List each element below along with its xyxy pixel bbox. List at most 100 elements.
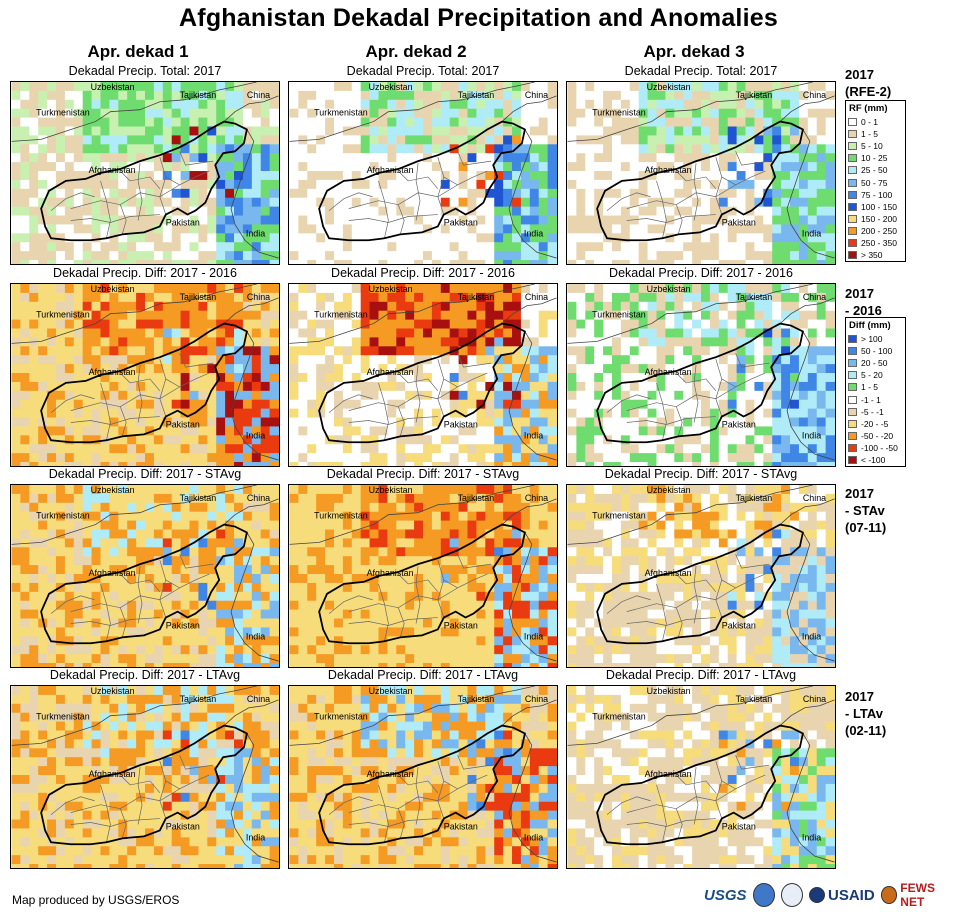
country-label-afghanistan: Afghanistan xyxy=(367,367,414,377)
province-border xyxy=(735,755,770,770)
country-border xyxy=(508,129,557,259)
country-label-china: China xyxy=(525,292,548,302)
province-border xyxy=(348,617,438,626)
province-border xyxy=(119,808,127,839)
legend-swatch xyxy=(848,335,857,344)
legend-swatch xyxy=(848,214,857,223)
province-border xyxy=(137,365,143,423)
legend-swatch xyxy=(848,202,857,211)
province-border xyxy=(437,579,445,618)
province-border xyxy=(70,416,160,425)
legend-label: 5 - 20 xyxy=(861,370,883,381)
province-border xyxy=(626,587,736,612)
country-label-turkmenistan: Turkmenistan xyxy=(592,511,646,521)
row-label-line: 2017 xyxy=(845,486,874,501)
province-border xyxy=(606,595,651,614)
country-label-india: India xyxy=(802,430,821,440)
province-border xyxy=(735,151,770,166)
country-label-uzbekistan: Uzbekistan xyxy=(91,485,135,495)
legend-swatch xyxy=(848,142,857,151)
row-label-line: 2017 xyxy=(845,689,874,704)
precipitation-map: Uzbekistan Tajikistan China Turkmenistan Afg… xyxy=(566,484,836,668)
map-panel: Dekadal Precip. Total: 2017 Uzbekistan Taj… xyxy=(566,64,836,265)
country-border xyxy=(740,284,813,303)
province-border xyxy=(415,566,421,624)
province-border xyxy=(715,359,766,388)
precip-raster xyxy=(289,485,557,667)
panel-title: Dekadal Precip. Diff: 2017 - LTAvg xyxy=(49,668,241,682)
legend-swatch xyxy=(848,371,857,380)
legend-swatch xyxy=(848,130,857,139)
legend-rf-item: 50 - 75 xyxy=(846,176,905,188)
map-panel: Dekadal Precip. Diff: 2017 - 2016 Uzbekis… xyxy=(10,266,280,467)
country-border xyxy=(462,485,535,504)
country-label-pakistan: Pakistan xyxy=(444,620,478,630)
country-border xyxy=(184,284,257,303)
country-label-pakistan: Pakistan xyxy=(444,217,478,227)
province-border xyxy=(159,761,210,790)
country-label-india: India xyxy=(524,430,543,440)
country-label-afghanistan: Afghanistan xyxy=(367,769,414,779)
country-label-afghanistan: Afghanistan xyxy=(367,165,414,175)
province-border xyxy=(715,176,723,215)
country-label-pakistan: Pakistan xyxy=(166,620,200,630)
legend-rf-item: 25 - 50 xyxy=(846,164,905,176)
country-border xyxy=(223,297,279,324)
map-panel: Dekadal Precip. Total: 2017 Uzbekistan Taj… xyxy=(10,64,280,265)
country-label-uzbekistan: Uzbekistan xyxy=(647,284,691,294)
legend-label: > 100 xyxy=(861,334,883,345)
country-border xyxy=(786,532,835,662)
legend-diff-item: -1 - 1 xyxy=(846,393,905,405)
country-label-tajikistan: Tajikistan xyxy=(458,493,495,503)
province-border xyxy=(179,755,214,770)
legend-label: 10 - 25 xyxy=(861,153,888,164)
usgs-logo-text: USGS xyxy=(704,886,747,904)
country-label-tajikistan: Tajikistan xyxy=(736,694,773,704)
country-label-india: India xyxy=(802,228,821,238)
legend-swatch xyxy=(848,431,857,440)
precip-raster xyxy=(11,485,279,667)
legend-rf-item: > 350 xyxy=(846,249,905,261)
province-border xyxy=(179,353,214,368)
legend-rf-item: 250 - 350 xyxy=(846,237,905,249)
province-border xyxy=(70,214,160,223)
map-panel: Dekadal Precip. Total: 2017 Uzbekistan Taj… xyxy=(288,64,558,265)
legend-rf-item: 75 - 100 xyxy=(846,189,905,201)
country-label-pakistan: Pakistan xyxy=(166,217,200,227)
legend-swatch xyxy=(848,419,857,428)
country-label-tajikistan: Tajikistan xyxy=(458,292,495,302)
legend-swatch xyxy=(848,190,857,199)
province-border xyxy=(457,554,492,569)
country-border xyxy=(740,82,813,101)
province-border xyxy=(50,394,95,413)
usaid-seal-icon xyxy=(808,887,825,903)
precipitation-map: Uzbekistan Tajikistan China Turkmenistan Afg… xyxy=(10,484,280,668)
country-label-china: China xyxy=(247,90,270,100)
province-border xyxy=(159,780,167,819)
legend-label: < -100 xyxy=(861,454,886,465)
logo-strip: USGS USAID FEWS NET xyxy=(704,881,957,909)
legend-rf-item: 200 - 250 xyxy=(846,225,905,237)
panel-title: Dekadal Precip. Diff: 2017 - STAvg xyxy=(326,467,520,481)
map-panel: Dekadal Precip. Diff: 2017 - LTAvg Uzbeki… xyxy=(566,668,836,869)
province-border xyxy=(626,214,716,223)
province-border xyxy=(70,184,180,209)
country-label-tajikistan: Tajikistan xyxy=(180,694,217,704)
row-label-line: - 2016 xyxy=(845,303,882,318)
fews-net-logo: FEWS NET xyxy=(880,881,957,909)
legend-swatch xyxy=(848,359,857,368)
province-border xyxy=(70,587,180,612)
province-border xyxy=(656,784,667,843)
province-border xyxy=(415,163,421,221)
country-border xyxy=(501,699,557,726)
province-border xyxy=(70,818,160,827)
country-border xyxy=(786,129,835,259)
country-label-afghanistan: Afghanistan xyxy=(645,367,692,377)
country-label-pakistan: Pakistan xyxy=(722,217,756,227)
province-border xyxy=(348,386,458,411)
province-border xyxy=(328,595,373,614)
province-border xyxy=(120,170,161,190)
country-label-china: China xyxy=(525,90,548,100)
province-border xyxy=(437,359,488,388)
precipitation-map: Uzbekistan Tajikistan China Turkmenistan Afg… xyxy=(10,685,280,869)
